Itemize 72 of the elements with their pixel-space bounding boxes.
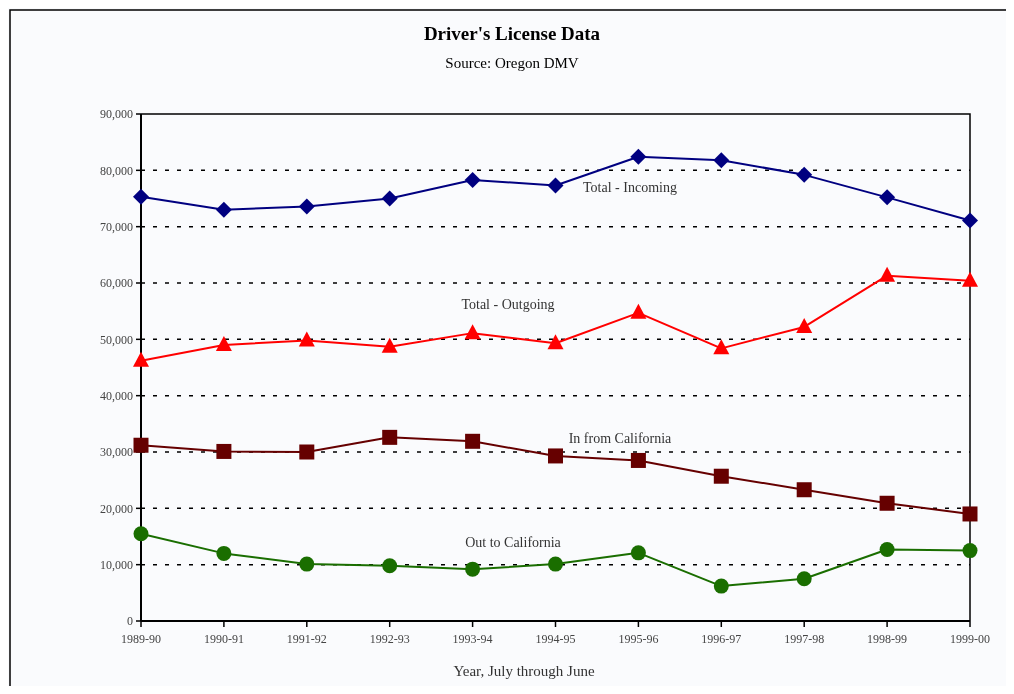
point <box>713 578 729 594</box>
point <box>215 335 232 351</box>
point <box>548 556 563 572</box>
point <box>796 571 812 587</box>
point <box>382 558 398 574</box>
x-tick-label: 1993-94 <box>452 632 493 646</box>
point <box>381 190 398 207</box>
point <box>879 189 896 206</box>
point <box>133 351 149 367</box>
y-tick-label: 70,000 <box>100 219 133 234</box>
point <box>464 324 481 340</box>
point <box>547 334 564 350</box>
x-axis-title: Year, July through June <box>453 663 595 679</box>
point <box>298 198 315 215</box>
point <box>879 495 895 511</box>
series-label: Total - Incoming <box>583 180 677 195</box>
point <box>796 482 812 498</box>
point <box>713 152 730 169</box>
point <box>962 212 978 229</box>
chart-subtitle: Source: Oregon DMV <box>445 55 579 71</box>
point <box>215 201 232 218</box>
x-tick-label: 1998-99 <box>867 632 908 646</box>
point <box>133 188 149 205</box>
point <box>962 506 978 522</box>
point <box>133 437 149 453</box>
point <box>630 303 647 319</box>
series-label: In from California <box>568 431 673 446</box>
x-tick-label: 1995-96 <box>618 632 659 646</box>
x-tick-label: 1999-00 <box>950 632 990 646</box>
point <box>133 526 149 542</box>
y-tick-label: 30,000 <box>100 445 133 460</box>
point <box>630 545 646 561</box>
y-tick-label: 60,000 <box>100 276 133 291</box>
point <box>796 317 813 333</box>
point <box>216 443 232 459</box>
y-tick-label: 80,000 <box>100 163 133 178</box>
series-label: Total - Outgoing <box>461 297 555 312</box>
point <box>547 177 564 194</box>
point <box>382 429 398 445</box>
y-tick-label: 0 <box>127 614 133 629</box>
point <box>299 556 315 572</box>
point <box>879 266 896 282</box>
y-tick-label: 90,000 <box>100 107 133 122</box>
point <box>630 452 646 468</box>
y-tick-label: 50,000 <box>100 332 133 347</box>
point <box>464 171 481 188</box>
y-tick-label: 10,000 <box>100 557 133 572</box>
point <box>548 448 563 464</box>
point <box>713 468 729 484</box>
x-tick-label: 1990-91 <box>203 632 244 646</box>
chart-title: Driver's License Data <box>423 23 601 44</box>
point <box>962 271 978 287</box>
x-tick-label: 1989-90 <box>121 632 161 646</box>
x-tick-label: 1996-97 <box>701 632 742 646</box>
x-tick-label: 1997-98 <box>784 632 825 646</box>
y-tick-label: 40,000 <box>100 388 133 403</box>
y-tick-label: 20,000 <box>100 501 133 516</box>
point <box>465 433 481 449</box>
point <box>713 339 730 355</box>
point <box>299 444 315 460</box>
point <box>630 148 647 165</box>
x-tick-label: 1991-92 <box>286 632 327 646</box>
series-label: Out to California <box>465 535 562 550</box>
x-tick-label: 1992-93 <box>369 632 410 646</box>
x-tick-label: 1994-95 <box>535 632 576 646</box>
point <box>381 337 398 353</box>
point <box>465 561 481 577</box>
point <box>796 166 813 183</box>
point <box>298 331 315 347</box>
point <box>216 545 232 561</box>
point <box>962 543 978 559</box>
point <box>879 541 895 557</box>
